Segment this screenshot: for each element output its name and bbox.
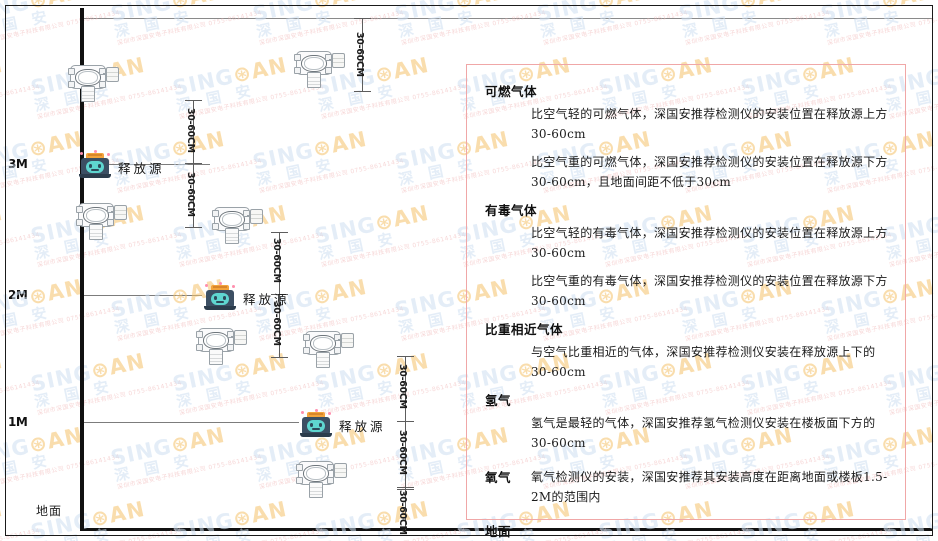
axis-label-1m: 1M (8, 415, 28, 429)
panel-section: 地面检测仪地面间距，深国安推荐在30-60cm，且不得小于30cm，因为过低容易… (485, 521, 891, 541)
ground-line (80, 528, 932, 531)
panel-section-title: 可燃气体 (485, 84, 538, 99)
panel-section-text: 比空气轻的有毒气体，深国安推荐检测仪的安装位置在释放源上方30-60cm (531, 226, 888, 260)
level-line-3m (84, 164, 210, 165)
release-source-icon (78, 150, 112, 180)
panel-section-text: 氢气是最轻的气体，深国安推荐氢气检测仪安装在楼板面下方的30-60cm (531, 416, 876, 450)
dimension-label: 30-60CM (185, 172, 196, 217)
outer-frame (5, 5, 933, 536)
panel-section-title: 比重相近气体 (485, 322, 564, 337)
axis-label-2m: 2M (8, 288, 28, 302)
level-line-2m (84, 295, 202, 296)
panel-section-text: 比空气轻的可燃气体，深国安推荐检测仪的安装位置在释放源上方30-60cm (531, 107, 888, 141)
release-source-icon (299, 409, 333, 439)
gas-detector-icon (190, 325, 247, 369)
panel-section: 比重相近气体与空气比重相近的气体，深国安推荐检测仪安装在释放源上下的30-60c… (485, 319, 891, 382)
release-source-icon (203, 282, 237, 312)
panel-section-title: 氢气 (485, 393, 512, 408)
dimension-label: 30-60CM (354, 32, 365, 77)
gas-detector-icon (206, 204, 263, 248)
axis-label-3m: 3M (8, 157, 28, 171)
dimension-label: 30-60CM (271, 238, 282, 283)
installation-height-diagram (80, 8, 84, 531)
gas-detector-icon (297, 328, 354, 372)
panel-section: 氧气 氧气检测仪的安装，深国安推荐其安装高度在距离地面或楼板1.5-2M的范围内 (485, 461, 891, 515)
panel-section: 有毒气体比空气轻的有毒气体，深国安推荐检测仪的安装位置在释放源上方30-60cm… (485, 200, 891, 311)
gas-detector-icon (288, 48, 345, 92)
panel-section: 氢气氢气是最轻的气体，深国安推荐氢气检测仪安装在楼板面下方的30-60cm (485, 390, 891, 453)
panel-section-title: 有毒气体 (485, 203, 538, 218)
release-source-label: 释放源 (118, 161, 165, 176)
ceiling-line (82, 18, 932, 19)
release-source-label: 释放源 (243, 292, 290, 307)
panel-section-text: 与空气比重相近的气体，深国安推荐检测仪安装在释放源上下的30-60cm (531, 345, 876, 379)
dimension-label: 30-60CM (397, 430, 408, 475)
panel-section-title: 氧气 (485, 470, 512, 485)
dimension-label: 30-60CM (397, 364, 408, 409)
level-line-1m (84, 422, 299, 423)
gas-detector-icon (62, 62, 119, 106)
panel-section: 可燃气体比空气轻的可燃气体，深国安推荐检测仪的安装位置在释放源上方30-60cm… (485, 81, 891, 192)
gas-detector-icon (290, 458, 347, 502)
panel-section-text: 氧气检测仪的安装，深国安推荐其安装高度在距离地面或楼板1.5-2M的范围内 (531, 470, 888, 504)
panel-section-text: 比空气重的可燃气体，深国安推荐检测仪的安装位置在释放源下方30-60cm，且地面… (531, 155, 888, 189)
panel-section-title: 地面 (485, 524, 512, 539)
recommendation-panel: 可燃气体比空气轻的可燃气体，深国安推荐检测仪的安装位置在释放源上方30-60cm… (466, 64, 906, 539)
dimension-label: 30-60CM (397, 490, 408, 535)
vertical-axis (80, 8, 84, 531)
gas-detector-icon (70, 200, 127, 244)
ground-label: 地面 (36, 504, 63, 518)
dimension-label: 30-60CM (185, 108, 196, 153)
release-source-label: 释放源 (339, 419, 386, 434)
panel-section-text: 比空气重的有毒气体，深国安推荐检测仪的安装位置在释放源下方30-60cm (531, 274, 888, 308)
